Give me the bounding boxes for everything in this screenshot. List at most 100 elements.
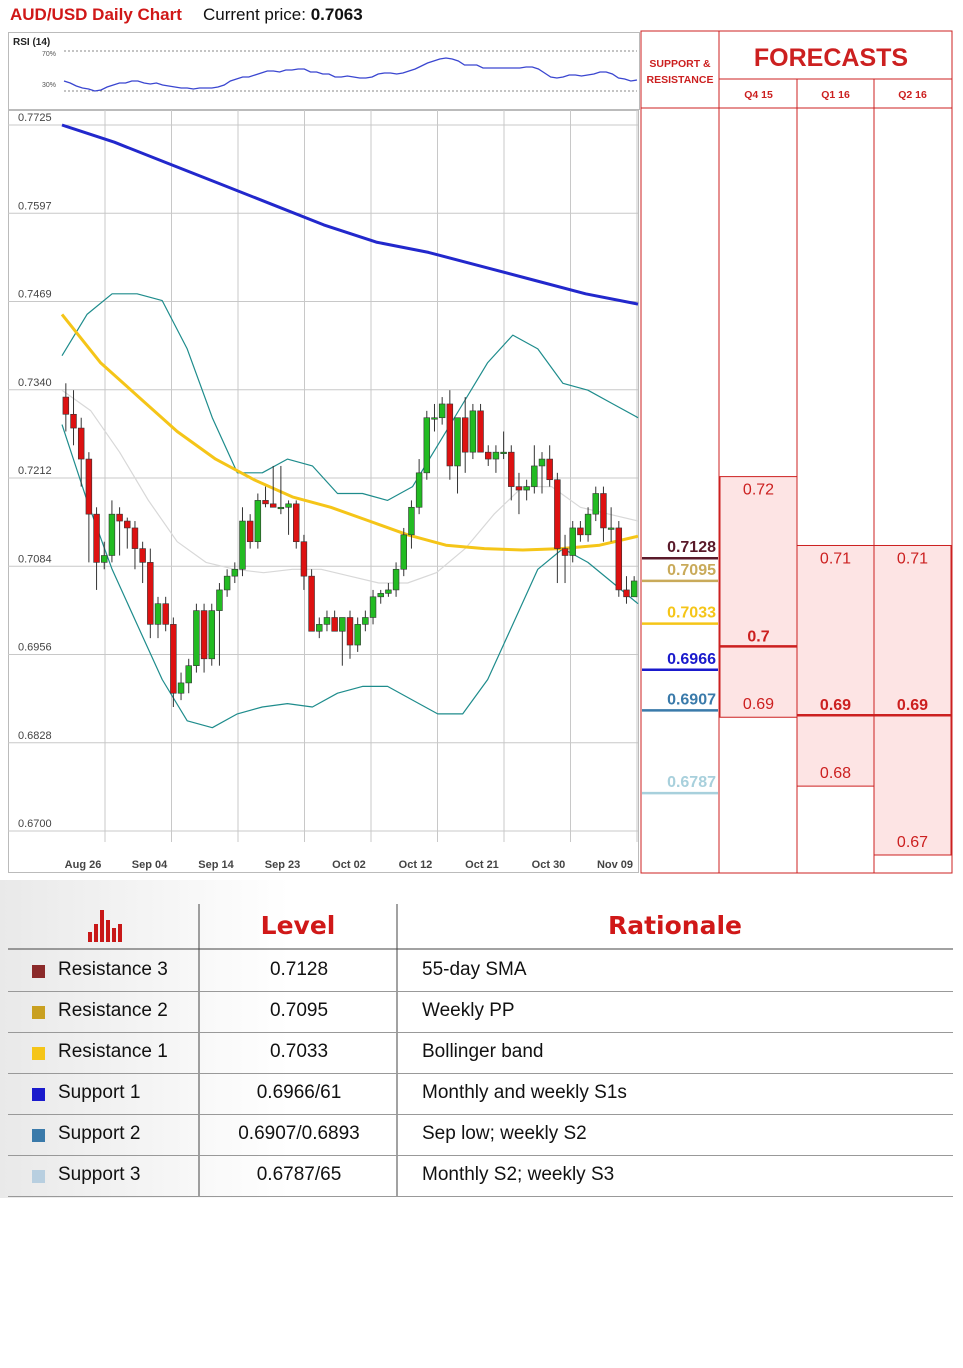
table-row: Resistance 3 0.7128 55-day SMA <box>8 950 953 992</box>
candle-body <box>592 493 599 515</box>
level-color-swatch <box>32 1170 45 1183</box>
forecast-panel: SUPPORT & RESISTANCE FORECASTS Q4 15 0.72 0.7… <box>640 30 953 874</box>
candle-body <box>93 513 100 563</box>
candle-body <box>285 503 292 508</box>
candle-body <box>369 596 377 618</box>
sr-level-value: 0.7033 <box>667 605 716 622</box>
forecast-high: 0.72 <box>743 482 774 499</box>
x-tick-label: Oct 30 <box>532 859 566 871</box>
x-tick-label: Sep 04 <box>132 859 168 871</box>
candle-body <box>392 568 400 591</box>
level-rationale: Sep low; weekly S2 <box>422 1123 587 1144</box>
sr-header-line2: RESISTANCE <box>647 74 714 86</box>
forecast-col-header: Q2 16 <box>898 89 927 101</box>
candle-body <box>615 527 623 591</box>
level-rationale: Monthly and weekly S1s <box>422 1082 627 1103</box>
level-value: 0.7033 <box>269 1041 329 1062</box>
y-tick-label: 0.7725 <box>18 112 52 124</box>
candle-body <box>569 527 576 556</box>
y-tick-label: 0.7340 <box>18 377 52 389</box>
x-tick-label: Aug 26 <box>65 859 102 871</box>
level-rationale: Weekly PP <box>422 1000 515 1021</box>
candle-body <box>200 610 208 660</box>
candle-body <box>469 410 477 453</box>
y-tick-label: 0.6700 <box>18 818 52 830</box>
y-tick-label: 0.6956 <box>18 642 52 654</box>
current-price-label: Current price: <box>203 5 311 24</box>
candle-body <box>177 682 185 694</box>
candle-body <box>354 624 361 646</box>
candle-body <box>415 472 423 508</box>
candle-body <box>500 451 507 454</box>
candle-body <box>454 417 461 467</box>
table-row: Support 3 0.6787/65 Monthly S2; weekly S3 <box>8 1155 953 1197</box>
level-name: Support 1 <box>58 1082 141 1103</box>
series-55-day-sma <box>60 313 639 552</box>
candle-body <box>331 617 338 632</box>
level-value: 0.6907/0.6893 <box>238 1123 360 1144</box>
series-bollinger-upper <box>61 293 639 501</box>
candle-body <box>269 503 277 508</box>
level-name: Resistance 2 <box>58 1000 168 1021</box>
candle-body <box>623 589 630 598</box>
level-name: Resistance 3 <box>58 959 168 980</box>
candle-body <box>147 562 154 625</box>
table-header-rationale: Rationale <box>607 911 742 940</box>
sr-level-value: 0.6907 <box>667 691 716 708</box>
sr-level-value: 0.7128 <box>667 539 716 556</box>
level-value: 0.7128 <box>269 959 329 980</box>
forecast-high: 0.71 <box>820 550 851 567</box>
bar-chart-icon <box>88 910 122 942</box>
table-header-level: Level <box>260 911 336 940</box>
candle-body <box>77 427 85 460</box>
x-tick-label: Nov 09 <box>597 859 633 871</box>
level-value: 0.6966/61 <box>256 1082 342 1103</box>
forecast-title: FORECASTS <box>754 44 908 72</box>
candle-body <box>139 548 146 563</box>
candle-body <box>515 486 523 491</box>
candle-body <box>308 575 315 632</box>
candle-body <box>193 610 200 666</box>
candle-body <box>116 513 123 522</box>
candle-body <box>293 503 300 543</box>
candle-body <box>131 527 139 549</box>
forecast-mid: 0.69 <box>897 697 928 714</box>
candle-body <box>523 486 530 491</box>
candle-body <box>630 580 638 598</box>
candle-body <box>162 603 169 625</box>
x-tick-label: Oct 21 <box>465 859 499 871</box>
series-200-day-sma <box>61 123 639 306</box>
forecast-range-box <box>796 544 875 787</box>
x-tick-label: Oct 02 <box>332 859 366 871</box>
candle-body <box>239 520 246 570</box>
candle-body <box>85 458 93 515</box>
candle-body <box>438 403 446 419</box>
candle-body <box>262 500 269 505</box>
candle-body <box>208 610 215 660</box>
candle-body <box>423 417 431 474</box>
forecast-mid: 0.69 <box>820 697 851 714</box>
level-color-swatch <box>32 1088 45 1101</box>
candle-body <box>400 534 407 570</box>
current-price-value: 0.7063 <box>310 5 363 24</box>
candle-body <box>546 458 553 481</box>
chart-title: AUD/USD Daily Chart <box>10 5 182 24</box>
candle-body <box>300 541 308 577</box>
forecast-col-header: Q4 15 <box>744 89 773 101</box>
candle-body <box>170 624 177 694</box>
y-tick-label: 0.7212 <box>18 465 52 477</box>
level-color-swatch <box>32 965 45 978</box>
level-color-swatch <box>32 1129 45 1142</box>
candle-body <box>62 396 70 415</box>
price-chart: 0.7725 0.7597 0.7469 0.7340 0.7212 0.7084 0.69… <box>8 110 639 873</box>
sr-level-value: 0.6966 <box>667 651 716 668</box>
candle-body <box>154 603 162 625</box>
candle-body <box>277 506 285 510</box>
level-rationale: Monthly S2; weekly S3 <box>422 1164 615 1185</box>
level-color-swatch <box>32 1047 45 1060</box>
sr-header-line1: SUPPORT & <box>649 58 711 70</box>
y-tick-label: 0.7469 <box>18 289 52 301</box>
candle-body <box>531 465 538 487</box>
candle-body <box>231 568 239 577</box>
y-tick-label: 0.7597 <box>18 200 52 212</box>
